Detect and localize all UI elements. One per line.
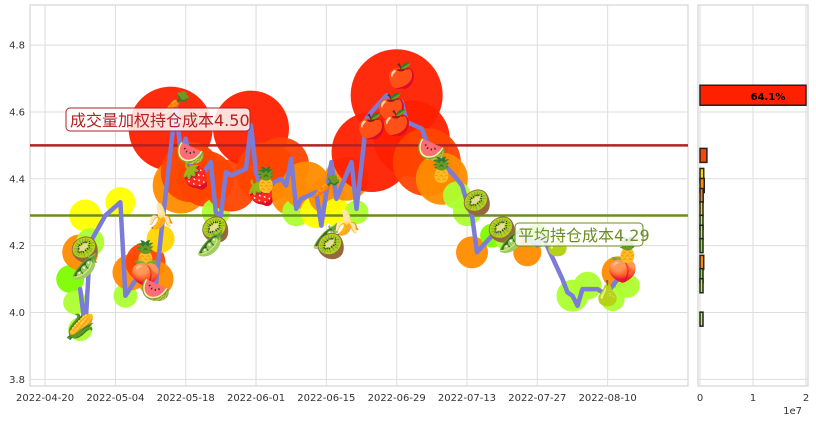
fruit-decorations: 🌽🥝🫛🍍🍑🍉🍌🥕🍉🍓🥝🫛🍓🍍🥕🫛🥝🍌🍎🍎🍎🍎🍉🍍🥝🥝🫛🍐🍐🍑🍍	[65, 61, 642, 341]
fruit-icon: 🍐	[593, 279, 623, 307]
cost-blob	[56, 265, 85, 294]
cost-blob	[456, 236, 489, 269]
fruit-icon: 🍌	[146, 203, 176, 231]
cost-blob	[495, 226, 520, 251]
fruit-icon: 🍍	[427, 156, 457, 184]
fruit-icon: 🍌	[331, 209, 361, 237]
ref-label-average: 平均持仓成本4.29	[514, 222, 650, 247]
side-bar-label: 64.1%	[751, 92, 786, 103]
fruit-icon: 🍎	[377, 91, 407, 120]
cost-blob	[322, 198, 351, 227]
fruit-icon: 🍑	[131, 259, 161, 287]
side-bar	[699, 147, 708, 164]
side-bar	[699, 84, 807, 106]
fruit-icon: 🍉	[417, 136, 447, 164]
fruit-icon: 🍑	[608, 256, 638, 284]
reference-lines	[30, 144, 688, 217]
fruit-icon: 🫛	[70, 253, 100, 281]
y-tick-label: 4.4	[9, 174, 25, 185]
ref-label-weighted-text: 成交量加权持仓成本4.50	[70, 111, 250, 130]
side-x-tick-label: 2	[803, 393, 809, 404]
side-bar	[699, 201, 704, 217]
fruit-icon: 🍍	[251, 166, 281, 194]
side-bar	[699, 277, 704, 294]
fruit-icon: 🍉	[176, 139, 206, 167]
side-bar	[699, 311, 704, 327]
fruit-icon: 🍎	[382, 108, 412, 137]
fruit-icon: 🍎	[357, 111, 387, 140]
side-x-tick-label: 1	[750, 393, 756, 404]
x-tick-label: 2022-06-01	[227, 393, 285, 404]
fruit-icon: 🥝	[462, 187, 492, 217]
side-bar	[699, 224, 704, 241]
side-x-axis: 0 1 2	[697, 393, 809, 404]
x-tick-label: 2022-05-18	[157, 393, 215, 404]
y-tick-label: 4.6	[9, 107, 25, 118]
fruit-icon: 🍓	[181, 162, 211, 190]
side-x-tick-label: 0	[697, 393, 703, 404]
fruit-icon: 🍉	[141, 276, 171, 304]
fruit-icon: 🍍	[131, 239, 161, 267]
ref-label-average-text: 平均持仓成本4.29	[518, 226, 650, 245]
side-bar	[699, 187, 704, 204]
x-tick-label: 2022-05-04	[86, 393, 144, 404]
fruit-icon: 🥝	[487, 214, 517, 244]
x-tick-label: 2022-06-15	[297, 393, 355, 404]
side-bar	[699, 237, 704, 254]
cost-blob	[344, 200, 369, 225]
ref-label-weighted: 成交量加权持仓成本4.50	[65, 107, 251, 132]
fruit-icon: 🥝	[201, 214, 231, 244]
x-tick-label: 2022-07-13	[438, 393, 496, 404]
fruit-icon: 🥝	[70, 234, 100, 264]
fruit-icon: 🥕	[311, 172, 341, 200]
x-tick-label: 2022-08-10	[579, 393, 637, 404]
x-tick-label: 2022-04-20	[16, 393, 74, 404]
main-y-axis: 3.8 4.0 4.2 4.4 4.6 4.8	[9, 41, 25, 386]
y-tick-label: 3.8	[9, 375, 25, 386]
fruit-icon: 🍓	[246, 179, 276, 207]
main-x-axis: 2022-04-20 2022-05-04 2022-05-18 2022-06-01…	[16, 393, 637, 404]
side-bar	[699, 254, 705, 271]
fruit-icon: 🫛	[311, 223, 341, 251]
y-tick-label: 4.8	[9, 41, 25, 52]
fruit-icon: 🍎	[387, 61, 417, 90]
x-tick-label: 2022-07-27	[508, 393, 566, 404]
fruit-icon: 🌽	[65, 312, 95, 341]
fruit-icon: 🫛	[196, 229, 226, 257]
side-scale-note: 1e7	[783, 406, 802, 417]
fruit-icon: 🥝	[316, 231, 346, 261]
y-tick-label: 4.2	[9, 241, 25, 252]
side-bars	[699, 84, 807, 327]
y-tick-label: 4.0	[9, 308, 25, 319]
x-tick-label: 2022-06-29	[368, 393, 426, 404]
